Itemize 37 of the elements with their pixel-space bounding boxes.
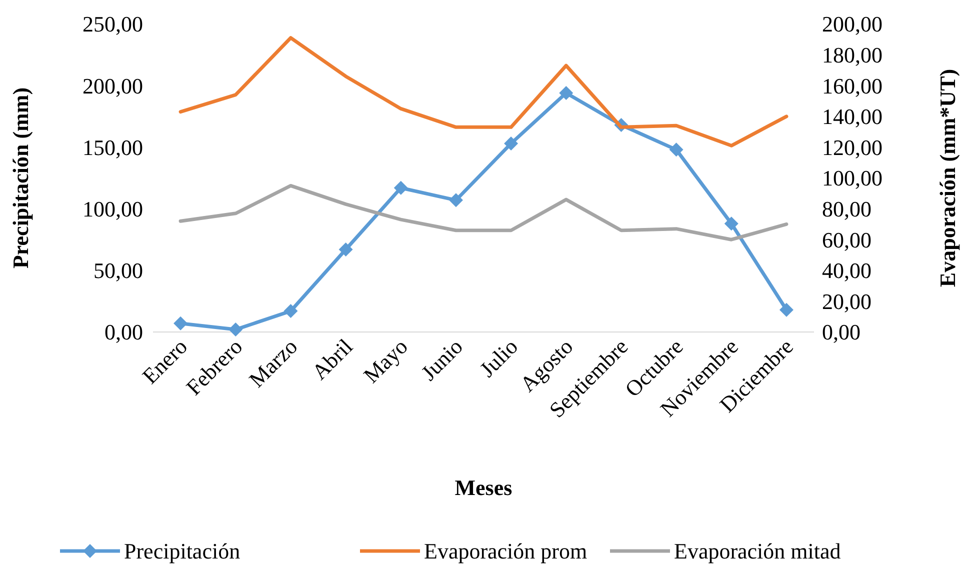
point — [394, 180, 408, 195]
y2-tick-label: 80,00 — [822, 196, 872, 222]
y-tick-label: 250,00 — [82, 12, 143, 37]
point — [669, 142, 684, 157]
y-axis-title: Precipitación (mm) — [8, 87, 33, 269]
point — [338, 242, 353, 256]
point — [448, 193, 463, 208]
legend-label: Precipitación — [124, 538, 240, 564]
y2-tick-label: 20,00 — [822, 288, 872, 314]
y2-tick-label: 200,00 — [822, 12, 882, 37]
legend-label: Evaporación prom — [424, 538, 588, 564]
y2-tick-label: 180,00 — [822, 42, 882, 68]
y-tick-label: 0,00 — [104, 320, 143, 345]
y-tick-label: 150,00 — [82, 134, 143, 160]
y2-tick-label: 100,00 — [822, 166, 882, 191]
point — [174, 316, 188, 330]
point — [284, 304, 298, 318]
point — [724, 216, 738, 231]
line-series — [178, 184, 788, 242]
y2-tick-label: 60,00 — [822, 227, 872, 252]
y2-tick-label: 0,00 — [822, 320, 860, 345]
x-tick-label: Julio — [474, 334, 523, 382]
y-tick-label: 50,00 — [94, 258, 143, 284]
point — [228, 322, 243, 337]
y2-axis-title: Evaporación (mm*UT) — [935, 68, 960, 288]
y2-tick-label: 140,00 — [822, 104, 882, 130]
y2-tick-label: 160,00 — [822, 73, 882, 98]
line-series — [178, 36, 788, 148]
x-axis-title: Meses — [454, 475, 513, 500]
y-tick-label: 200,00 — [82, 73, 143, 98]
point — [779, 302, 794, 317]
legend-label: Evaporación mitad — [674, 538, 841, 564]
point — [559, 86, 574, 100]
y2-tick-label: 120,00 — [822, 134, 882, 160]
y-tick-label: 100,00 — [82, 196, 143, 222]
point — [504, 136, 518, 151]
y2-tick-label: 40,00 — [822, 258, 872, 284]
